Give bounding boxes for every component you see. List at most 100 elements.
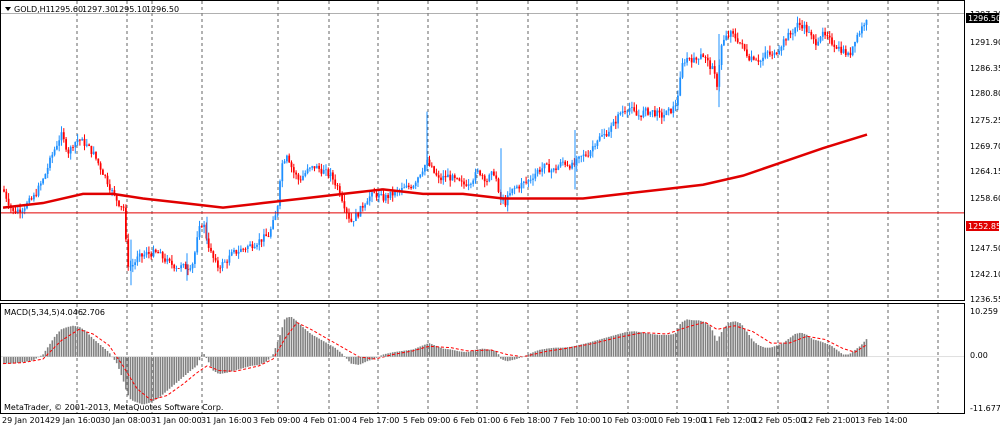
triangle-down-icon[interactable] [5, 7, 11, 11]
time-tick: 4 Feb 17:00 [352, 416, 399, 425]
candle-body [267, 236, 270, 237]
candle-body [589, 151, 592, 157]
candle-body [557, 166, 560, 170]
candle-body [389, 191, 392, 198]
candle-body [244, 248, 247, 250]
candle-body [750, 56, 753, 61]
candle-body [476, 170, 479, 173]
macd-bar [566, 347, 569, 357]
candle-body [200, 226, 203, 228]
macd-bar [810, 338, 813, 357]
candle-body [235, 250, 238, 254]
candle-body [412, 185, 415, 189]
macd-bar [212, 356, 215, 371]
macd-bar [228, 356, 231, 373]
macd-bar [161, 356, 164, 395]
macd-bar [14, 356, 17, 364]
candle-body [614, 121, 617, 124]
candle-body [690, 58, 693, 63]
candle-body [516, 186, 518, 188]
candle-body [552, 168, 555, 171]
candle-body [725, 35, 728, 40]
macd-bar [596, 340, 599, 357]
candle-body [444, 175, 447, 178]
price-tick: 1264.15 [970, 167, 1000, 176]
macd-bar [235, 356, 238, 371]
candle-body [686, 57, 688, 63]
macd-bar [838, 351, 840, 357]
macd-bar [345, 356, 348, 359]
macd-bar [771, 347, 773, 357]
candle-body [821, 31, 824, 37]
candle-body [198, 226, 201, 238]
macd-bar [697, 320, 700, 357]
macd-bar [792, 335, 794, 357]
macd-bar [136, 356, 139, 403]
macd-bar [718, 336, 721, 357]
macd-tick: 10.259 [970, 307, 998, 316]
candle-body [223, 261, 226, 263]
candle-body [189, 268, 192, 270]
candle-body [835, 46, 838, 49]
macd-bar [72, 325, 74, 357]
candle-body [19, 209, 21, 213]
macd-bar [102, 346, 104, 357]
candle-body [539, 169, 541, 172]
low-value: 1295.10 [114, 5, 147, 14]
candle-body [85, 144, 88, 146]
candle-body [633, 107, 636, 111]
candle-body [608, 131, 610, 137]
macd-bar [605, 337, 608, 357]
macd-bar [302, 327, 304, 357]
candle-body [212, 251, 215, 258]
candle-body [817, 41, 820, 46]
candle-body [780, 46, 783, 51]
candle-body [191, 263, 194, 269]
candle-body [281, 163, 284, 182]
macd-bar [808, 336, 810, 357]
macd-main-value: 4.046 [60, 308, 83, 317]
macd-bar [610, 336, 612, 357]
candle-body [182, 264, 185, 266]
candle-body [672, 106, 675, 114]
macd-bar [410, 349, 412, 357]
macd-bar [90, 336, 93, 357]
macd-bar [437, 346, 440, 357]
macd-bar [720, 332, 723, 357]
candle-body [571, 162, 573, 169]
candle-body [732, 31, 734, 34]
price-tick: 1236.55 [970, 295, 1000, 304]
candle-body [789, 32, 792, 35]
candle-body [313, 166, 316, 169]
macd-bar [497, 354, 500, 357]
symbol-label: GOLD,H1 [14, 5, 51, 14]
candle-body [713, 66, 716, 74]
candle-body [628, 107, 631, 112]
macd-signal-value: 2.706 [82, 308, 105, 317]
macd-bar [805, 334, 808, 357]
macd-bar [799, 332, 801, 357]
candle-body [228, 255, 231, 263]
candle-body [253, 246, 256, 249]
candle-body [65, 139, 67, 150]
macd-bar [516, 356, 518, 359]
candle-body [470, 183, 472, 185]
macd-bar [322, 341, 325, 357]
candle-body [74, 141, 77, 148]
macd-bar [166, 356, 169, 391]
candle-body [258, 239, 261, 245]
macd-bar [217, 356, 219, 374]
macd-bar [63, 328, 65, 357]
macd-bar [341, 353, 343, 357]
candle-body [113, 190, 116, 195]
candle-body [481, 175, 484, 176]
candle-body [736, 38, 739, 43]
macd-bar [244, 356, 247, 368]
macd-bar [621, 332, 624, 357]
macd-bar [759, 346, 762, 357]
candle-body [808, 31, 810, 33]
price-tick: 1291.90 [970, 38, 1000, 47]
candle-body [42, 178, 44, 184]
